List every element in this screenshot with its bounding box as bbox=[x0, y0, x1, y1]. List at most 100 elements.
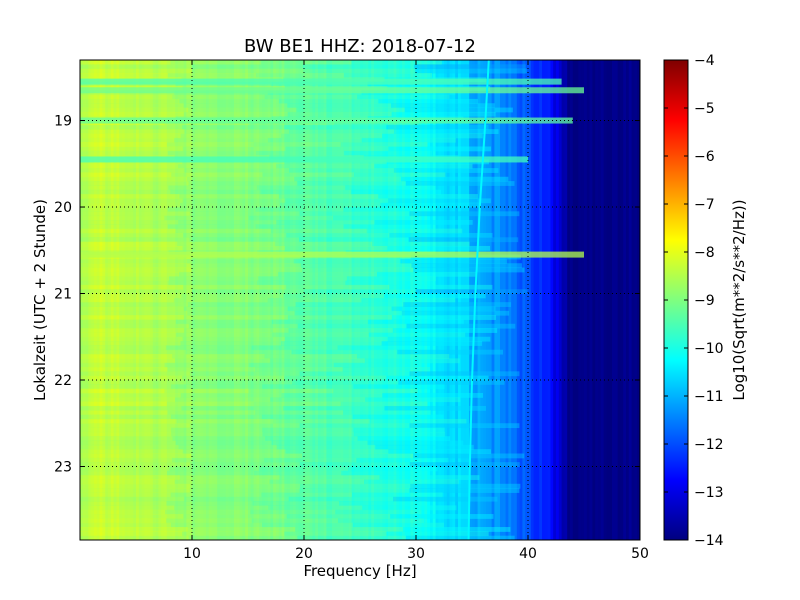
heatmap-texture-cell bbox=[80, 492, 171, 498]
heatmap-texture-cell bbox=[80, 68, 192, 74]
heatmap-texture-cell bbox=[80, 470, 168, 476]
heatmap-texture-cell bbox=[178, 220, 277, 225]
heatmap-column bbox=[567, 60, 571, 540]
heatmap-texture-cell bbox=[167, 470, 255, 476]
x-tick-label: 40 bbox=[519, 546, 537, 562]
heatmap-texture-cell bbox=[350, 189, 442, 195]
heatmap-texture-cell bbox=[80, 410, 168, 416]
heatmap-texture-cell bbox=[391, 103, 495, 109]
heatmap-texture-cell bbox=[251, 345, 338, 351]
heatmap-texture-cell bbox=[256, 280, 346, 286]
heatmap-texture-cell bbox=[80, 129, 185, 135]
heatmap-column bbox=[542, 60, 546, 540]
heatmap-column bbox=[346, 60, 350, 540]
heatmap-texture-cell bbox=[302, 453, 414, 459]
heatmap-column bbox=[368, 60, 372, 540]
heatmap-texture-cell bbox=[387, 336, 491, 342]
heatmap-texture-cell bbox=[80, 444, 179, 450]
heatmap-column bbox=[508, 60, 512, 540]
heatmap-texture-cell bbox=[80, 488, 190, 493]
heatmap-texture-cell bbox=[284, 375, 387, 381]
heatmap-column bbox=[581, 60, 585, 540]
heatmap-texture-cell bbox=[250, 509, 336, 515]
heatmap-texture-cell bbox=[164, 362, 250, 368]
heatmap-column bbox=[267, 60, 271, 540]
heatmap-texture-cell bbox=[164, 388, 249, 394]
colorbar-tick-label: −10 bbox=[694, 341, 724, 357]
heatmap-column bbox=[528, 60, 532, 540]
heatmap-texture-cell bbox=[171, 522, 262, 528]
heatmap-texture-cell bbox=[285, 336, 388, 342]
heatmap-column bbox=[544, 60, 549, 540]
heatmap-texture-cell bbox=[342, 367, 431, 372]
heatmap-column bbox=[430, 60, 434, 540]
heatmap-texture-cell bbox=[187, 527, 296, 532]
heatmap-column bbox=[393, 60, 397, 540]
heatmap-texture-cell bbox=[398, 380, 505, 385]
heatmap-texture-cell bbox=[183, 306, 288, 312]
heatmap-column bbox=[488, 60, 493, 540]
heatmap-texture-cell bbox=[388, 146, 492, 152]
heatmap-column bbox=[292, 60, 297, 540]
heatmap-column bbox=[612, 60, 616, 540]
heatmap-texture-cell bbox=[80, 176, 188, 182]
heatmap-column bbox=[458, 60, 462, 540]
heatmap-texture-cell bbox=[293, 258, 401, 264]
heatmap-texture-cell bbox=[282, 405, 385, 411]
heatmap-texture-cell bbox=[295, 527, 403, 532]
heatmap-texture-cell bbox=[177, 241, 275, 247]
heatmap-column bbox=[281, 60, 285, 540]
heatmap-column bbox=[178, 60, 182, 540]
heatmap-texture-cell bbox=[80, 496, 185, 502]
heatmap-texture-cell bbox=[168, 72, 256, 78]
heatmap-texture-cell bbox=[80, 232, 184, 238]
heatmap-texture-cell bbox=[346, 276, 436, 282]
heatmap-texture-cell bbox=[403, 302, 512, 307]
chart-title: BW BE1 HHZ: 2018-07-12 bbox=[244, 36, 476, 57]
heatmap-column bbox=[208, 60, 213, 540]
heatmap-texture-cell bbox=[80, 284, 184, 290]
heatmap-texture-cell bbox=[80, 103, 184, 109]
heatmap-texture-cell bbox=[168, 150, 257, 156]
heatmap-texture-cell bbox=[344, 72, 432, 78]
heatmap-texture-cell bbox=[169, 466, 259, 472]
heatmap-texture-cell bbox=[80, 198, 183, 204]
heatmap-texture-cell bbox=[184, 129, 290, 135]
heatmap-column bbox=[374, 60, 378, 540]
heatmap-texture-cell bbox=[348, 466, 438, 472]
heatmap-column bbox=[575, 60, 579, 540]
heatmap-column bbox=[435, 60, 439, 540]
heatmap-texture-cell bbox=[191, 68, 304, 74]
heatmap-texture-cell bbox=[80, 518, 166, 524]
heatmap-texture-cell bbox=[171, 431, 263, 437]
heatmap-texture-cell bbox=[80, 362, 165, 368]
heatmap-texture-cell bbox=[299, 371, 410, 377]
heatmap-column bbox=[180, 60, 185, 540]
heatmap-column bbox=[388, 60, 392, 540]
heatmap-texture-cell bbox=[345, 185, 434, 191]
heatmap-texture-cell bbox=[191, 453, 303, 459]
heatmap-column bbox=[220, 60, 224, 540]
heatmap-texture-cell bbox=[281, 341, 382, 346]
heatmap-texture-cell bbox=[260, 189, 351, 195]
heatmap-texture-cell bbox=[273, 418, 370, 424]
heatmap-column bbox=[413, 60, 417, 540]
heatmap-texture-cell bbox=[170, 492, 262, 498]
heatmap-texture-cell bbox=[80, 245, 183, 251]
heatmap-column bbox=[253, 60, 257, 540]
heatmap-column bbox=[108, 60, 112, 540]
heatmap-texture-cell bbox=[80, 224, 168, 230]
heatmap-column bbox=[298, 60, 302, 540]
heatmap-column bbox=[418, 60, 423, 540]
heatmap-texture-cell bbox=[180, 341, 282, 346]
heatmap-column bbox=[438, 60, 442, 540]
colorbar-tick-label: −14 bbox=[694, 533, 724, 549]
heatmap-texture-cell bbox=[184, 496, 289, 502]
heatmap-texture-cell bbox=[281, 133, 383, 139]
heatmap-texture-cell bbox=[80, 367, 168, 372]
heatmap-texture-cell bbox=[191, 64, 303, 70]
heatmap-texture-cell bbox=[189, 211, 300, 217]
heatmap-texture-cell bbox=[80, 332, 177, 338]
heatmap-column bbox=[256, 60, 260, 540]
heatmap-texture-cell bbox=[80, 375, 183, 381]
